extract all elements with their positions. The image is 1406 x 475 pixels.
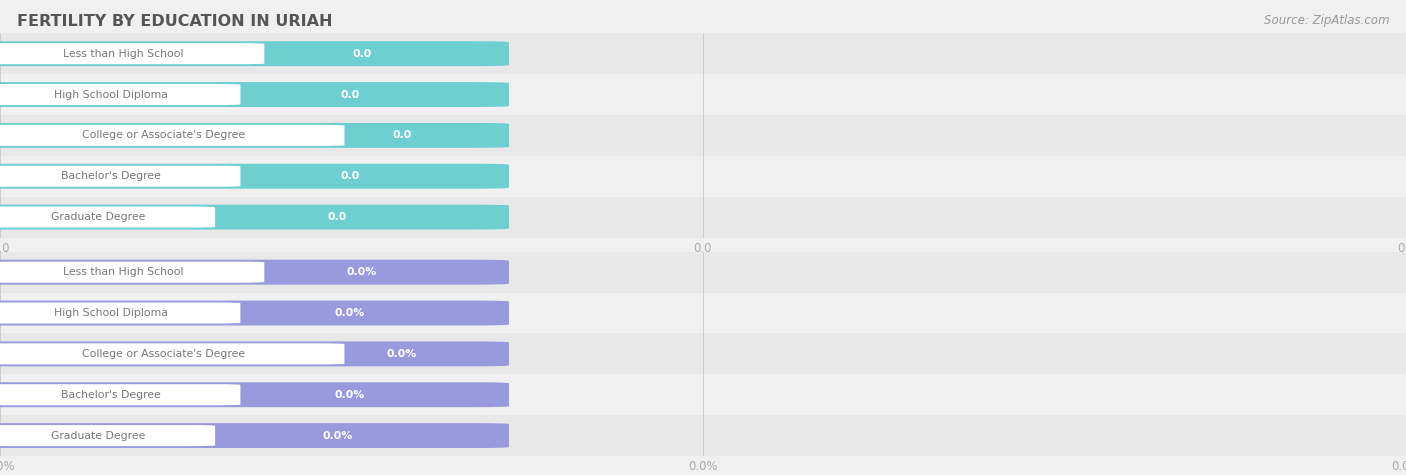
- FancyBboxPatch shape: [0, 262, 264, 283]
- Text: 0.0: 0.0: [340, 171, 360, 181]
- FancyBboxPatch shape: [0, 205, 509, 229]
- Text: Source: ZipAtlas.com: Source: ZipAtlas.com: [1264, 14, 1389, 27]
- FancyBboxPatch shape: [0, 43, 264, 64]
- FancyBboxPatch shape: [0, 342, 509, 366]
- Text: College or Associate's Degree: College or Associate's Degree: [82, 349, 245, 359]
- Bar: [0, 333, 1406, 374]
- Bar: [0, 252, 1406, 293]
- FancyBboxPatch shape: [0, 82, 509, 107]
- Text: Less than High School: Less than High School: [63, 48, 183, 59]
- Text: Less than High School: Less than High School: [63, 267, 183, 277]
- FancyBboxPatch shape: [0, 382, 509, 407]
- FancyBboxPatch shape: [0, 123, 509, 148]
- Bar: [0, 156, 1406, 197]
- Bar: [0, 415, 1406, 456]
- Text: Graduate Degree: Graduate Degree: [51, 430, 146, 441]
- FancyBboxPatch shape: [0, 166, 240, 187]
- Text: 0.0%: 0.0%: [387, 349, 418, 359]
- Bar: [0, 115, 1406, 156]
- Bar: [0, 33, 1406, 74]
- Text: High School Diploma: High School Diploma: [55, 308, 167, 318]
- Text: 0.0%: 0.0%: [347, 267, 377, 277]
- Bar: [0, 293, 1406, 333]
- FancyBboxPatch shape: [0, 125, 344, 146]
- FancyBboxPatch shape: [0, 303, 240, 323]
- Text: Bachelor's Degree: Bachelor's Degree: [60, 171, 162, 181]
- Text: 0.0%: 0.0%: [335, 308, 366, 318]
- Text: 0.0: 0.0: [340, 89, 360, 100]
- FancyBboxPatch shape: [0, 260, 509, 285]
- FancyBboxPatch shape: [0, 207, 215, 228]
- Text: High School Diploma: High School Diploma: [55, 89, 167, 100]
- FancyBboxPatch shape: [0, 384, 240, 405]
- FancyBboxPatch shape: [0, 343, 344, 364]
- Text: College or Associate's Degree: College or Associate's Degree: [82, 130, 245, 141]
- Bar: [0, 197, 1406, 238]
- Bar: [0, 74, 1406, 115]
- Text: 0.0: 0.0: [328, 212, 347, 222]
- Text: FERTILITY BY EDUCATION IN URIAH: FERTILITY BY EDUCATION IN URIAH: [17, 14, 332, 29]
- Text: 0.0: 0.0: [392, 130, 412, 141]
- FancyBboxPatch shape: [0, 425, 215, 446]
- FancyBboxPatch shape: [0, 301, 509, 325]
- Text: 0.0%: 0.0%: [335, 390, 366, 400]
- Bar: [0, 374, 1406, 415]
- Text: 0.0: 0.0: [353, 48, 371, 59]
- FancyBboxPatch shape: [0, 164, 509, 189]
- FancyBboxPatch shape: [0, 41, 509, 66]
- Text: Graduate Degree: Graduate Degree: [51, 212, 146, 222]
- Text: Bachelor's Degree: Bachelor's Degree: [60, 390, 162, 400]
- FancyBboxPatch shape: [0, 423, 509, 448]
- FancyBboxPatch shape: [0, 84, 240, 105]
- Text: 0.0%: 0.0%: [322, 430, 353, 441]
